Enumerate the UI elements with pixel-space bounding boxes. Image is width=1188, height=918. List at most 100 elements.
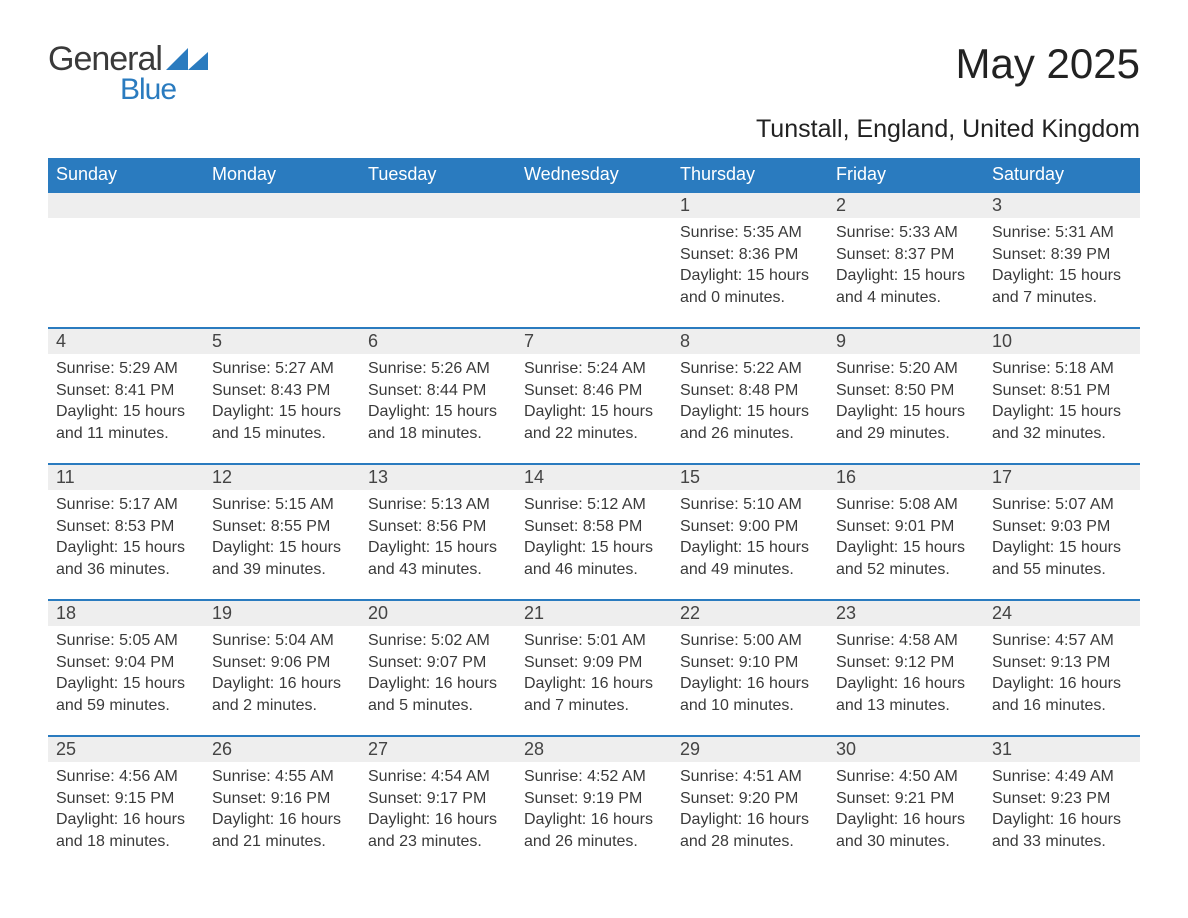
sunrise-line: Sunrise: 4:52 AM: [524, 766, 664, 788]
sunrise-line: Sunrise: 5:33 AM: [836, 222, 976, 244]
daylight-line: Daylight: 15 hours and 11 minutes.: [56, 401, 196, 444]
sunrise-line: Sunrise: 5:07 AM: [992, 494, 1132, 516]
sunset-line: Sunset: 8:55 PM: [212, 516, 352, 538]
sunset-line: Sunset: 8:58 PM: [524, 516, 664, 538]
daylight-line: Daylight: 16 hours and 16 minutes.: [992, 673, 1132, 716]
day-of-week-header: Sunday: [48, 158, 204, 192]
day-number: 8: [672, 328, 828, 354]
daylight-line: Daylight: 16 hours and 28 minutes.: [680, 809, 820, 852]
sunset-line: Sunset: 8:50 PM: [836, 380, 976, 402]
sunset-line: Sunset: 9:03 PM: [992, 516, 1132, 538]
day-of-week-header-row: SundayMondayTuesdayWednesdayThursdayFrid…: [48, 158, 1140, 192]
day-cell: Sunrise: 5:29 AMSunset: 8:41 PMDaylight:…: [48, 354, 204, 464]
sunrise-line: Sunrise: 5:22 AM: [680, 358, 820, 380]
day-number: 25: [48, 736, 204, 762]
sunrise-line: Sunrise: 4:56 AM: [56, 766, 196, 788]
empty-cell: [48, 218, 204, 328]
sunrise-line: Sunrise: 4:51 AM: [680, 766, 820, 788]
day-cell: Sunrise: 5:20 AMSunset: 8:50 PMDaylight:…: [828, 354, 984, 464]
day-cell: Sunrise: 5:27 AMSunset: 8:43 PMDaylight:…: [204, 354, 360, 464]
day-number: 24: [984, 600, 1140, 626]
week-body-row: Sunrise: 4:56 AMSunset: 9:15 PMDaylight:…: [48, 762, 1140, 872]
day-cell: Sunrise: 5:12 AMSunset: 8:58 PMDaylight:…: [516, 490, 672, 600]
sunrise-line: Sunrise: 4:49 AM: [992, 766, 1132, 788]
sunrise-line: Sunrise: 5:29 AM: [56, 358, 196, 380]
week-body-row: Sunrise: 5:29 AMSunset: 8:41 PMDaylight:…: [48, 354, 1140, 464]
day-of-week-header: Saturday: [984, 158, 1140, 192]
location-subtitle: Tunstall, England, United Kingdom: [48, 115, 1140, 144]
day-cell: Sunrise: 5:15 AMSunset: 8:55 PMDaylight:…: [204, 490, 360, 600]
day-cell: Sunrise: 4:55 AMSunset: 9:16 PMDaylight:…: [204, 762, 360, 872]
day-cell: Sunrise: 5:08 AMSunset: 9:01 PMDaylight:…: [828, 490, 984, 600]
day-cell: Sunrise: 5:04 AMSunset: 9:06 PMDaylight:…: [204, 626, 360, 736]
day-number: 6: [360, 328, 516, 354]
logo-text-blue: Blue: [120, 73, 208, 107]
day-cell: Sunrise: 5:22 AMSunset: 8:48 PMDaylight:…: [672, 354, 828, 464]
daylight-line: Daylight: 16 hours and 13 minutes.: [836, 673, 976, 716]
sunrise-line: Sunrise: 5:26 AM: [368, 358, 508, 380]
day-cell: Sunrise: 4:51 AMSunset: 9:20 PMDaylight:…: [672, 762, 828, 872]
sunset-line: Sunset: 9:01 PM: [836, 516, 976, 538]
day-cell: Sunrise: 5:35 AMSunset: 8:36 PMDaylight:…: [672, 218, 828, 328]
sunrise-line: Sunrise: 5:27 AM: [212, 358, 352, 380]
day-of-week-header: Monday: [204, 158, 360, 192]
sunrise-line: Sunrise: 5:18 AM: [992, 358, 1132, 380]
day-number: 26: [204, 736, 360, 762]
sunrise-line: Sunrise: 5:35 AM: [680, 222, 820, 244]
day-number: 12: [204, 464, 360, 490]
day-of-week-header: Friday: [828, 158, 984, 192]
empty-daynum: [516, 192, 672, 218]
daylight-line: Daylight: 15 hours and 26 minutes.: [680, 401, 820, 444]
day-cell: Sunrise: 5:18 AMSunset: 8:51 PMDaylight:…: [984, 354, 1140, 464]
month-title: May 2025: [956, 40, 1140, 88]
daylight-line: Daylight: 16 hours and 2 minutes.: [212, 673, 352, 716]
daylight-line: Daylight: 15 hours and 46 minutes.: [524, 537, 664, 580]
sunset-line: Sunset: 9:10 PM: [680, 652, 820, 674]
day-number: 22: [672, 600, 828, 626]
week-body-row: Sunrise: 5:35 AMSunset: 8:36 PMDaylight:…: [48, 218, 1140, 328]
day-cell: Sunrise: 4:50 AMSunset: 9:21 PMDaylight:…: [828, 762, 984, 872]
sunrise-line: Sunrise: 5:24 AM: [524, 358, 664, 380]
sunrise-line: Sunrise: 4:50 AM: [836, 766, 976, 788]
sunset-line: Sunset: 8:44 PM: [368, 380, 508, 402]
sunset-line: Sunset: 8:56 PM: [368, 516, 508, 538]
daylight-line: Daylight: 15 hours and 0 minutes.: [680, 265, 820, 308]
day-number: 18: [48, 600, 204, 626]
day-cell: Sunrise: 4:52 AMSunset: 9:19 PMDaylight:…: [516, 762, 672, 872]
sunrise-line: Sunrise: 5:00 AM: [680, 630, 820, 652]
daylight-line: Daylight: 16 hours and 23 minutes.: [368, 809, 508, 852]
week-body-row: Sunrise: 5:17 AMSunset: 8:53 PMDaylight:…: [48, 490, 1140, 600]
daylight-line: Daylight: 16 hours and 18 minutes.: [56, 809, 196, 852]
sunrise-line: Sunrise: 5:17 AM: [56, 494, 196, 516]
sunset-line: Sunset: 9:15 PM: [56, 788, 196, 810]
day-number: 11: [48, 464, 204, 490]
sunrise-line: Sunrise: 4:54 AM: [368, 766, 508, 788]
empty-cell: [360, 218, 516, 328]
day-cell: Sunrise: 5:07 AMSunset: 9:03 PMDaylight:…: [984, 490, 1140, 600]
day-cell: Sunrise: 5:01 AMSunset: 9:09 PMDaylight:…: [516, 626, 672, 736]
day-cell: Sunrise: 4:58 AMSunset: 9:12 PMDaylight:…: [828, 626, 984, 736]
day-number: 4: [48, 328, 204, 354]
sunrise-line: Sunrise: 4:57 AM: [992, 630, 1132, 652]
daylight-line: Daylight: 15 hours and 29 minutes.: [836, 401, 976, 444]
day-number: 1: [672, 192, 828, 218]
day-number: 15: [672, 464, 828, 490]
day-number: 2: [828, 192, 984, 218]
sunset-line: Sunset: 8:43 PM: [212, 380, 352, 402]
daylight-line: Daylight: 16 hours and 21 minutes.: [212, 809, 352, 852]
sunrise-line: Sunrise: 5:02 AM: [368, 630, 508, 652]
sunset-line: Sunset: 8:41 PM: [56, 380, 196, 402]
day-number: 3: [984, 192, 1140, 218]
daylight-line: Daylight: 15 hours and 32 minutes.: [992, 401, 1132, 444]
daylight-line: Daylight: 15 hours and 49 minutes.: [680, 537, 820, 580]
week-daynum-row: 45678910: [48, 328, 1140, 354]
sunset-line: Sunset: 9:16 PM: [212, 788, 352, 810]
day-number: 27: [360, 736, 516, 762]
sunset-line: Sunset: 9:06 PM: [212, 652, 352, 674]
day-number: 21: [516, 600, 672, 626]
sunrise-line: Sunrise: 5:10 AM: [680, 494, 820, 516]
sunset-line: Sunset: 8:37 PM: [836, 244, 976, 266]
page-header: General Blue May 2025: [48, 40, 1140, 107]
day-number: 31: [984, 736, 1140, 762]
day-cell: Sunrise: 4:54 AMSunset: 9:17 PMDaylight:…: [360, 762, 516, 872]
